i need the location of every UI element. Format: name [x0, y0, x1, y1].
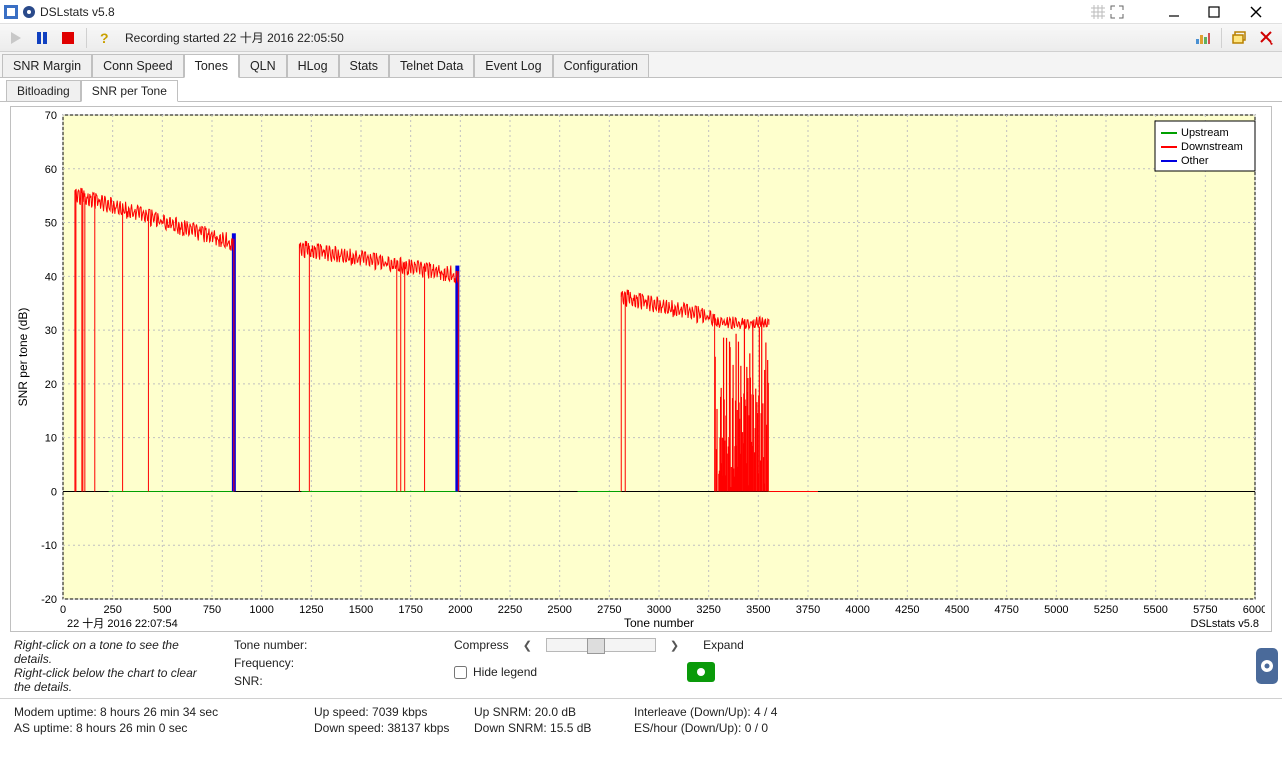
- tab-event-log[interactable]: Event Log: [474, 54, 552, 77]
- svg-text:1250: 1250: [299, 604, 323, 616]
- tab-stats[interactable]: Stats: [339, 54, 390, 77]
- slider-right-arrow[interactable]: ❯: [666, 639, 683, 652]
- snr-label: SNR:: [234, 674, 434, 688]
- svg-text:20: 20: [45, 379, 57, 391]
- recording-status: Recording started 22 十月 2016 22:05:50: [125, 29, 344, 46]
- minimize-button[interactable]: [1154, 1, 1194, 23]
- hint-text: Right-click on a tone to see the details…: [14, 638, 214, 694]
- svg-text:-10: -10: [41, 540, 57, 552]
- close-button[interactable]: [1234, 1, 1278, 23]
- svg-text:500: 500: [153, 604, 171, 616]
- as-uptime: AS uptime: 8 hours 26 min 0 sec: [14, 721, 314, 735]
- svg-text:30: 30: [45, 325, 57, 337]
- svg-text:2000: 2000: [448, 604, 472, 616]
- svg-text:3750: 3750: [796, 604, 820, 616]
- compress-slider[interactable]: [546, 638, 656, 652]
- tab-qln[interactable]: QLN: [239, 54, 287, 77]
- svg-text:Upstream: Upstream: [1181, 127, 1229, 139]
- tone-details: Tone number: Frequency: SNR:: [234, 638, 434, 692]
- down-snrm: Down SNRM: 15.5 dB: [474, 721, 634, 735]
- tab-conn-speed[interactable]: Conn Speed: [92, 54, 184, 77]
- subtab-bitloading[interactable]: Bitloading: [6, 80, 81, 101]
- help-button[interactable]: ?: [95, 28, 115, 48]
- expand-label: Expand: [703, 638, 744, 652]
- hide-legend-checkbox[interactable]: Hide legend: [454, 665, 537, 679]
- app-icon-2: [22, 5, 36, 19]
- svg-text:60: 60: [45, 164, 57, 176]
- maximize-button[interactable]: [1194, 1, 1234, 23]
- svg-text:3000: 3000: [647, 604, 671, 616]
- svg-text:3500: 3500: [746, 604, 770, 616]
- svg-text:DSLstats v5.8: DSLstats v5.8: [1191, 618, 1259, 629]
- svg-text:SNR per tone (dB): SNR per tone (dB): [16, 308, 30, 407]
- svg-text:50: 50: [45, 218, 57, 230]
- svg-text:5500: 5500: [1143, 604, 1167, 616]
- svg-text:Downstream: Downstream: [1181, 141, 1243, 153]
- grid-icon[interactable]: [1090, 4, 1106, 20]
- svg-text:3250: 3250: [696, 604, 720, 616]
- tab-snr-margin[interactable]: SNR Margin: [2, 54, 92, 77]
- tab-configuration[interactable]: Configuration: [553, 54, 649, 77]
- svg-text:-20: -20: [41, 594, 57, 606]
- chart-icon[interactable]: [1193, 28, 1213, 48]
- subtab-snr-per-tone[interactable]: SNR per Tone: [81, 80, 178, 102]
- record-button[interactable]: [58, 28, 78, 48]
- up-speed: Up speed: 7039 kbps: [314, 705, 474, 719]
- svg-text:22 十月 2016 22:07:54: 22 十月 2016 22:07:54: [67, 616, 178, 629]
- tab-tones[interactable]: Tones: [184, 54, 239, 78]
- svg-text:40: 40: [45, 271, 57, 283]
- app-icon: [4, 5, 18, 19]
- status-bar: Modem uptime: 8 hours 26 min 34 sec Up s…: [0, 698, 1282, 741]
- expand-icon[interactable]: [1110, 5, 1124, 19]
- windows-icon[interactable]: [1230, 28, 1250, 48]
- compress-label: Compress: [454, 638, 509, 652]
- svg-text:0: 0: [60, 604, 66, 616]
- sub-tabs: BitloadingSNR per Tone: [0, 78, 1282, 102]
- svg-text:4500: 4500: [945, 604, 969, 616]
- tab-hlog[interactable]: HLog: [287, 54, 339, 77]
- svg-text:Tone number: Tone number: [624, 616, 694, 629]
- svg-text:Other: Other: [1181, 155, 1209, 167]
- svg-text:10: 10: [45, 433, 57, 445]
- up-snrm: Up SNRM: 20.0 dB: [474, 705, 634, 719]
- svg-text:5000: 5000: [1044, 604, 1068, 616]
- svg-text:5750: 5750: [1193, 604, 1217, 616]
- svg-text:2500: 2500: [547, 604, 571, 616]
- svg-text:0: 0: [51, 486, 57, 498]
- svg-text:1000: 1000: [249, 604, 273, 616]
- slider-left-arrow[interactable]: ❮: [519, 639, 536, 652]
- modem-uptime: Modem uptime: 8 hours 26 min 34 sec: [14, 705, 314, 719]
- svg-text:1500: 1500: [349, 604, 373, 616]
- svg-text:5250: 5250: [1094, 604, 1118, 616]
- svg-text:6000: 6000: [1243, 604, 1265, 616]
- svg-text:750: 750: [203, 604, 221, 616]
- svg-text:?: ?: [100, 30, 109, 46]
- snr-chart[interactable]: -20 -10 0 10 20 30 40 50 60 70 0 250 500 750 1000 1250 1…: [13, 109, 1265, 629]
- svg-text:4000: 4000: [845, 604, 869, 616]
- down-speed: Down speed: 38137 kbps: [314, 721, 474, 735]
- tone-number-label: Tone number:: [234, 638, 434, 652]
- svg-text:1750: 1750: [398, 604, 422, 616]
- svg-text:2250: 2250: [498, 604, 522, 616]
- svg-text:4750: 4750: [994, 604, 1018, 616]
- svg-text:2750: 2750: [597, 604, 621, 616]
- play-button[interactable]: [6, 28, 26, 48]
- svg-text:4250: 4250: [895, 604, 919, 616]
- pause-button[interactable]: [32, 28, 52, 48]
- chart-frame: -20 -10 0 10 20 30 40 50 60 70 0 250 500 750 1000 1250 1…: [10, 106, 1272, 632]
- svg-text:250: 250: [103, 604, 121, 616]
- frequency-label: Frequency:: [234, 656, 434, 670]
- exit-icon[interactable]: [1256, 28, 1276, 48]
- window-title: DSLstats v5.8: [40, 5, 115, 19]
- side-tab-icon[interactable]: [1256, 648, 1278, 684]
- snapshot-button[interactable]: [687, 662, 715, 682]
- main-tabs: SNR MarginConn SpeedTonesQLNHLogStatsTel…: [0, 52, 1282, 78]
- es-hour: ES/hour (Down/Up): 0 / 0: [634, 721, 854, 735]
- svg-text:70: 70: [45, 110, 57, 122]
- tab-telnet-data[interactable]: Telnet Data: [389, 54, 474, 77]
- toolbar: ? Recording started 22 十月 2016 22:05:50: [0, 24, 1282, 52]
- interleave: Interleave (Down/Up): 4 / 4: [634, 705, 854, 719]
- titlebar: DSLstats v5.8: [0, 0, 1282, 24]
